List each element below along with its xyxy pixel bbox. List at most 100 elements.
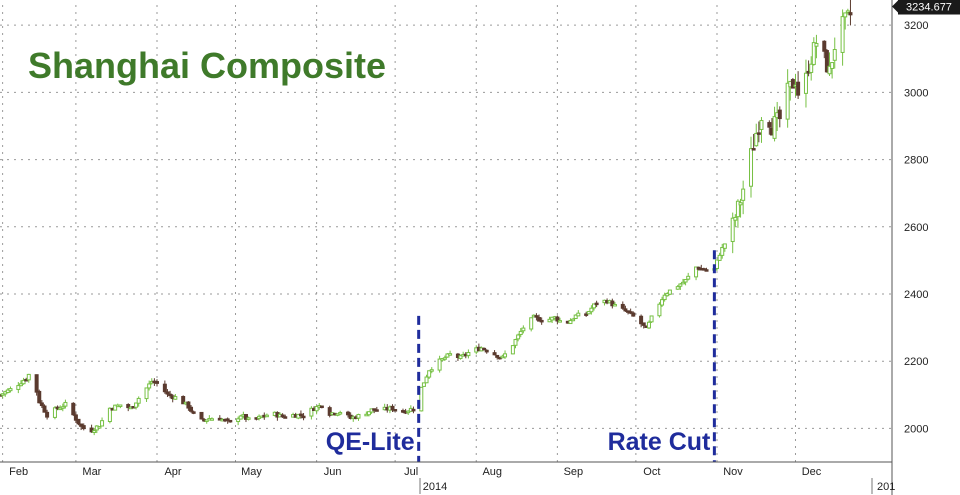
candle-body: [424, 376, 429, 384]
candle-body: [165, 391, 170, 395]
candle-body: [631, 312, 636, 317]
candle-body: [264, 414, 269, 418]
candle-body: [767, 122, 772, 128]
candle-body: [678, 283, 683, 287]
y-tick-label: 2400: [904, 289, 928, 301]
candle-body: [547, 318, 552, 323]
candle-body: [52, 407, 57, 418]
x-tick-label: Aug: [482, 466, 502, 478]
x-tick-label: Sep: [564, 466, 584, 478]
candle-body: [754, 132, 759, 147]
candle-body: [482, 347, 487, 351]
candle-body: [238, 415, 243, 420]
candle-body: [173, 396, 178, 400]
candle-body: [5, 389, 10, 393]
x-tick-label: Jul: [404, 466, 418, 478]
candle-body: [510, 345, 515, 355]
candle-body: [680, 281, 685, 285]
candle-body: [751, 148, 756, 151]
candle-body: [155, 381, 160, 384]
candle-body: [529, 317, 534, 330]
candle-body: [107, 407, 112, 423]
candle-body: [777, 109, 782, 120]
candle-body: [60, 406, 65, 409]
candle-body: [683, 279, 688, 283]
candle-body: [759, 120, 764, 130]
y-tick-label: 2200: [904, 356, 928, 368]
candle-body: [822, 40, 827, 52]
candle-body: [39, 402, 44, 407]
candle-body: [280, 414, 285, 418]
y-tick-label: 2800: [904, 155, 928, 167]
candle-body: [136, 397, 141, 404]
candle-body: [830, 62, 835, 69]
candle-body: [338, 411, 343, 415]
candle-body: [620, 303, 625, 309]
candle-body: [848, 12, 853, 16]
candle-body: [730, 217, 735, 243]
candle-body: [393, 409, 398, 412]
y-tick-label: 3200: [904, 20, 928, 32]
candle-body: [186, 401, 191, 409]
candle-body: [71, 402, 76, 416]
candle-body: [717, 254, 722, 261]
candle-body: [118, 404, 123, 407]
candle-body: [741, 188, 746, 201]
year-label: 2014: [423, 481, 447, 493]
x-tick-label: Apr: [164, 466, 181, 478]
candle-body: [649, 315, 654, 323]
candle-body: [63, 401, 68, 407]
candle-body: [314, 406, 319, 412]
candle-body: [824, 50, 829, 73]
candle-body: [576, 312, 581, 317]
candle-body: [738, 202, 743, 206]
candle-body: [534, 315, 539, 318]
last-value-label: 3234.677: [906, 2, 952, 14]
candle-body: [584, 313, 589, 316]
candle-body: [814, 42, 819, 47]
candle-body: [589, 307, 594, 313]
candle-body: [437, 358, 442, 371]
candle-body: [845, 10, 850, 13]
candle-body: [448, 353, 453, 356]
candle-body: [0, 393, 5, 396]
candle-body: [694, 266, 699, 278]
candle-body: [521, 327, 526, 332]
candle-body: [199, 411, 204, 420]
candle-body: [722, 243, 727, 249]
y-tick-label: 3000: [904, 87, 928, 99]
y-tick-label: 2600: [904, 222, 928, 234]
candle-body: [675, 286, 680, 290]
candle-body: [283, 416, 288, 419]
candle-body: [92, 430, 97, 433]
x-tick-label: Dec: [802, 466, 822, 478]
candle-body: [749, 148, 754, 187]
last-value-pointer: [892, 0, 898, 13]
candle-body: [181, 396, 186, 405]
candle-body: [319, 405, 324, 409]
candle-body: [720, 247, 725, 256]
candle-body: [298, 413, 303, 417]
candle-body: [827, 65, 832, 75]
candle-body: [327, 407, 332, 416]
candle-body: [134, 402, 139, 408]
candle-body: [411, 408, 416, 412]
candle-body: [406, 410, 411, 414]
candle-body: [228, 419, 233, 423]
candle-body: [592, 303, 597, 309]
candle-body: [484, 349, 489, 353]
annotations: QE-Lite Rate Cut: [326, 250, 716, 462]
candle-body: [296, 413, 301, 419]
y-tick-label: 2000: [904, 423, 928, 435]
candle-body: [646, 321, 651, 329]
candle-body: [236, 418, 241, 423]
next-year-label: 201: [877, 481, 895, 493]
candle-body: [840, 16, 845, 53]
x-tick-label: Jun: [324, 466, 342, 478]
annotation-label: QE-Lite: [326, 428, 415, 456]
candle-body: [832, 49, 837, 61]
candle-body: [356, 413, 361, 419]
candle-body: [796, 81, 801, 96]
candle-body: [89, 427, 94, 433]
candle-body: [191, 411, 196, 414]
